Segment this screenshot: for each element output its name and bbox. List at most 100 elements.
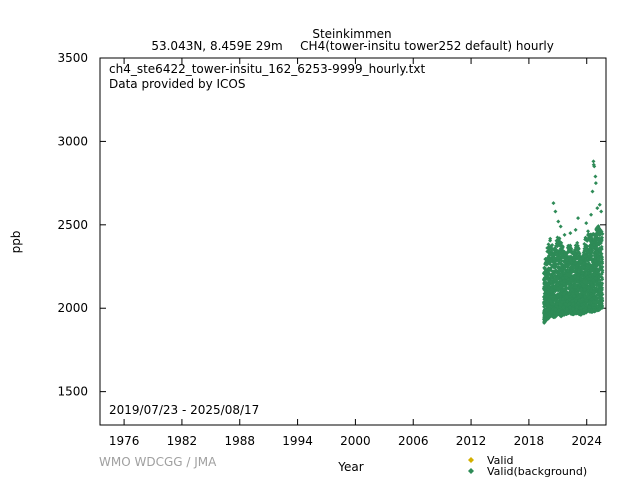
- data-point: [593, 235, 598, 240]
- data-point: [591, 292, 596, 297]
- data-point: [573, 298, 578, 303]
- data-point: [576, 246, 581, 251]
- data-point: [546, 254, 551, 259]
- legend: Valid Valid(background): [468, 454, 587, 478]
- data-point: [595, 286, 600, 291]
- data-point: [577, 268, 582, 273]
- data-point: [551, 307, 556, 312]
- data-point: [599, 244, 604, 249]
- data-point: [558, 284, 563, 289]
- data-point: [598, 228, 603, 233]
- data-point: [596, 237, 601, 242]
- data-point: [579, 308, 584, 313]
- data-point: [566, 302, 571, 307]
- data-point: [555, 293, 560, 298]
- data-point: [543, 289, 548, 294]
- data-point: [576, 250, 581, 255]
- data-point: [551, 247, 556, 252]
- legend-symbol-background: [468, 468, 474, 474]
- data-point: [555, 280, 560, 285]
- data-point: [590, 309, 595, 314]
- data-point: [586, 277, 591, 282]
- chart-series-description: CH4(tower-insitu tower252 default) hourl…: [300, 39, 554, 53]
- data-point: [551, 269, 556, 274]
- data-point: [591, 242, 596, 247]
- data-point: [561, 276, 566, 281]
- data-point: [597, 306, 602, 311]
- data-point: [582, 246, 587, 251]
- scatter-points: [541, 159, 605, 325]
- data-point: [562, 252, 567, 257]
- data-point: [595, 268, 600, 273]
- data-point: [543, 312, 548, 317]
- y-tick-label: 3500: [57, 51, 88, 65]
- y-axis: 1500 2000 2500 3000 3500: [57, 51, 606, 399]
- data-point: [561, 270, 566, 275]
- data-point: [543, 270, 548, 275]
- data-point: [594, 245, 599, 250]
- data-point: [564, 257, 569, 262]
- data-point: [559, 261, 564, 266]
- data-point: [587, 300, 592, 305]
- data-point: [597, 233, 602, 238]
- data-point: [573, 280, 578, 285]
- data-point: [571, 266, 576, 271]
- data-point: [549, 280, 554, 285]
- x-axis-label: Year: [337, 460, 363, 474]
- data-point: [584, 303, 589, 308]
- data-point: [576, 301, 581, 306]
- x-axis: 1976 1982 1988 1994 2000 2006 2012 2018 2024: [109, 58, 602, 448]
- data-point: [591, 303, 596, 308]
- x-tick-label: 2012: [456, 434, 487, 448]
- data-point: [587, 305, 592, 310]
- data-point: [572, 269, 577, 274]
- chart-location: 53.043N, 8.459E 29m: [151, 39, 282, 53]
- data-point: [593, 174, 598, 179]
- data-point: [590, 189, 595, 194]
- data-point: [545, 300, 550, 305]
- plot-frame: [99, 57, 607, 426]
- credit-label: WMO WDCGG / JMA: [99, 455, 217, 469]
- data-point: [584, 221, 589, 226]
- data-point: [559, 258, 564, 263]
- data-point: [548, 262, 553, 267]
- data-point: [566, 281, 571, 286]
- data-point: [591, 289, 596, 294]
- data-point: [589, 256, 594, 261]
- data-point: [566, 292, 571, 297]
- data-point: [558, 224, 563, 229]
- data-point: [581, 255, 586, 260]
- data-point: [578, 312, 583, 317]
- data-point: [578, 292, 583, 297]
- data-point: [564, 308, 569, 313]
- x-tick-label: 1994: [282, 434, 313, 448]
- data-point: [556, 308, 561, 313]
- data-point: [542, 297, 547, 302]
- data-point: [551, 201, 556, 206]
- data-point: [575, 240, 580, 245]
- data-point: [575, 243, 580, 248]
- legend-symbol-valid: [468, 457, 474, 463]
- data-point: [549, 244, 554, 249]
- data-point: [600, 268, 605, 273]
- data-point: [571, 258, 576, 263]
- x-tick-label: 2000: [340, 434, 371, 448]
- data-point: [595, 206, 600, 211]
- data-point: [600, 298, 605, 303]
- data-point: [542, 319, 547, 324]
- provider-annotation: Data provided by ICOS: [109, 77, 245, 91]
- data-point: [552, 285, 557, 290]
- x-tick-label: 1982: [167, 434, 198, 448]
- data-point: [548, 236, 553, 241]
- legend-label-background: Valid(background): [487, 465, 587, 478]
- data-point: [568, 305, 573, 310]
- data-point: [594, 263, 599, 268]
- data-point: [558, 312, 563, 317]
- data-point: [595, 304, 600, 309]
- data-point: [587, 254, 592, 259]
- data-point: [591, 159, 596, 164]
- data-point: [555, 299, 560, 304]
- data-point: [569, 278, 574, 283]
- data-point: [594, 293, 599, 298]
- data-point: [585, 263, 590, 268]
